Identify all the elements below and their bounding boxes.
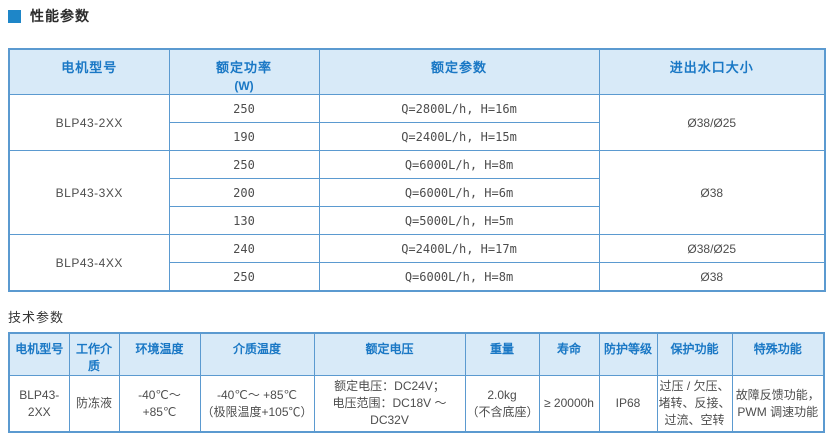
params-cell: Q=5000L/h, H=5m — [318, 206, 600, 235]
technical-table: 电机型号 工作介质 环境温度 介质温度 额定电压 重量 寿命 防护等级 保护功能… — [8, 332, 825, 433]
col-header-rated-power: 额定功率 (W) — [168, 48, 320, 95]
table-row: BLP43-4XX 240 Q=2400L/h, H=17m Ø38/Ø25 — [8, 234, 826, 292]
lifespan-cell: ≥ 20000h — [538, 375, 600, 433]
table-row: BLP43-2XX 防冻液 -40℃～ +85℃ -40℃～ +85℃ （极限温… — [8, 375, 825, 433]
port-cell: Ø38/Ø25 — [598, 234, 826, 263]
col-header-port-size: 进出水口大小 — [598, 48, 826, 95]
power-cell: 240 — [168, 234, 320, 263]
params-cell: Q=2400L/h, H=17m — [318, 234, 600, 263]
params-cell: Q=2800L/h, H=16m — [318, 94, 600, 123]
table-row: 190 Q=2400L/h, H=15m — [9, 122, 825, 151]
protection-rating-cell: IP68 — [598, 375, 658, 433]
col-header-motor-model: 电机型号 — [8, 48, 170, 95]
col-header-special-functions: 特殊功能 — [731, 332, 825, 376]
port-cell: Ø38 — [598, 262, 826, 292]
table-row: 130 Q=5000L/h, H=5m — [9, 206, 825, 235]
voltage-line2: 电压范围：DC18V ～ DC32V — [332, 396, 447, 427]
medium-temp-line1: -40℃～ +85℃ — [217, 387, 297, 402]
table-row: 250 Q=6000L/h, H=8m Ø38 — [9, 262, 826, 292]
weight-cell: 2.0kg （不含底座） — [464, 375, 540, 433]
params-cell: Q=6000L/h, H=8m — [318, 262, 600, 292]
power-cell: 250 — [168, 262, 320, 292]
section-bullet-icon — [8, 9, 21, 23]
rated-power-unit: (W) — [234, 79, 254, 93]
protection-line3: 过流、空转 — [664, 413, 725, 427]
col-header-lifespan: 寿命 — [538, 332, 600, 376]
col-header-rated-voltage: 额定电压 — [313, 332, 466, 376]
model-cell: BLP43-3XX — [8, 150, 170, 235]
performance-section-title: 性能参数 — [30, 8, 90, 24]
rated-voltage-cell: 额定电压：DC24V； 电压范围：DC18V ～ DC32V — [313, 375, 466, 433]
port-cell: Ø38/Ø25 — [598, 94, 826, 151]
special-line2: PWM 调速功能 — [737, 404, 819, 419]
col-header-weight: 重量 — [464, 332, 540, 376]
weight-line2: （不含底座） — [466, 404, 539, 419]
col-header-protection-rating: 防护等级 — [598, 332, 658, 376]
protection-functions-cell: 过压 / 欠压、 堵转、反接、 过流、空转 — [656, 375, 733, 433]
performance-header-row: 电机型号 额定功率 (W) 额定参数 进出水口大小 — [8, 48, 826, 95]
power-cell: 250 — [168, 94, 320, 123]
col-header-working-medium: 工作介质 — [68, 332, 120, 376]
weight-line1: 2.0kg — [487, 387, 517, 402]
technical-section-title: 技术参数 — [8, 310, 65, 325]
col-header-motor-model: 电机型号 — [8, 332, 70, 376]
technical-header-row: 电机型号 工作介质 环境温度 介质温度 额定电压 重量 寿命 防护等级 保护功能… — [8, 332, 825, 376]
working-medium-cell: 防冻液 — [68, 375, 120, 433]
col-header-rated-params: 额定参数 — [318, 48, 600, 95]
power-cell: 250 — [168, 150, 320, 179]
medium-temp-cell: -40℃～ +85℃ （极限温度+105℃） — [199, 375, 315, 433]
params-cell: Q=6000L/h, H=8m — [318, 150, 600, 179]
port-cell: Ø38 — [598, 150, 826, 235]
col-header-ambient-temp: 环境温度 — [118, 332, 201, 376]
col-header-protection-functions: 保护功能 — [656, 332, 733, 376]
special-functions-cell: 故障反馈功能， PWM 调速功能 — [731, 375, 825, 433]
performance-table: 电机型号 额定功率 (W) 额定参数 进出水口大小 BLP43-2XX 250 … — [8, 48, 826, 292]
table-row: BLP43-3XX 250 Q=6000L/h, H=8m Ø38 — [8, 150, 826, 235]
model-cell: BLP43-2XX — [8, 375, 70, 433]
medium-temp-line2: （极限温度+105℃） — [201, 404, 313, 419]
params-cell: Q=6000L/h, H=6m — [318, 178, 600, 207]
ambient-temp-cell: -40℃～ +85℃ — [118, 375, 201, 433]
protection-line2: 堵转、反接、 — [658, 396, 731, 410]
power-cell: 190 — [168, 122, 320, 151]
power-cell: 200 — [168, 178, 320, 207]
performance-section-header: 性能参数 — [8, 8, 827, 24]
params-cell: Q=2400L/h, H=15m — [318, 122, 600, 151]
power-cell: 130 — [168, 206, 320, 235]
rated-power-label: 额定功率 — [215, 60, 272, 75]
table-row: 200 Q=6000L/h, H=6m — [9, 178, 825, 207]
voltage-line1: 额定电压：DC24V； — [334, 379, 445, 393]
protection-line1: 过压 / 欠压、 — [659, 379, 730, 393]
special-line1: 故障反馈功能， — [735, 387, 820, 402]
col-header-medium-temp: 介质温度 — [199, 332, 315, 376]
model-cell: BLP43-4XX — [8, 234, 170, 292]
model-cell: BLP43-2XX — [8, 94, 170, 151]
table-row: BLP43-2XX 250 Q=2800L/h, H=16m Ø38/Ø25 — [8, 94, 826, 151]
